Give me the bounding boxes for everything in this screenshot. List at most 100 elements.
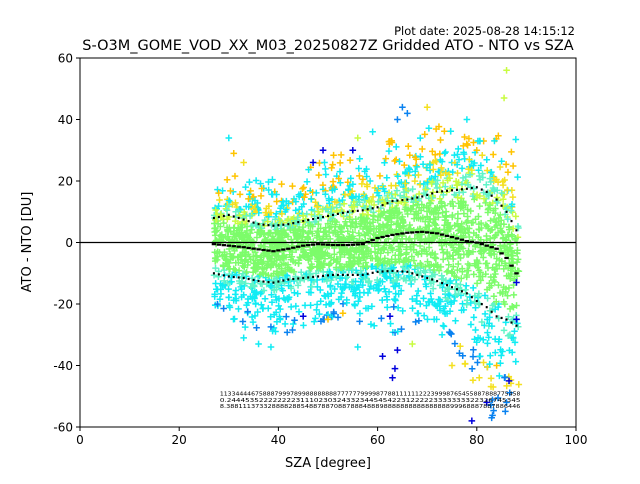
scatter-point (249, 318, 257, 326)
scatter-point (268, 299, 276, 306)
scatter-point (418, 145, 426, 153)
scatter-point (400, 224, 408, 232)
scatter-point (339, 300, 347, 308)
mean-line-segment (395, 233, 400, 236)
mean-line-segment (236, 245, 241, 248)
scatter-point (319, 146, 327, 154)
scatter-point (500, 283, 507, 291)
statistics-lines (80, 186, 576, 327)
scatter-point (394, 172, 402, 180)
scatter-point (309, 223, 316, 230)
scatter-point (412, 162, 420, 169)
lower-std-line-segment (242, 276, 245, 280)
scatter-point (506, 347, 513, 354)
scatter-point (369, 128, 376, 136)
upper-std-line-segment (396, 199, 399, 202)
scatter-point (439, 209, 446, 216)
scatter-point (313, 301, 321, 308)
scatter-point (471, 335, 478, 343)
scatter-point (273, 267, 281, 275)
scatter-point (485, 334, 492, 341)
scatter-point (341, 280, 349, 288)
mean-line-segment (474, 241, 479, 244)
scatter-point (216, 232, 224, 239)
scatter-point (334, 280, 342, 288)
scatter-point (305, 166, 312, 173)
scatter-point (497, 346, 504, 354)
scatter-point (481, 292, 489, 299)
scatter-point (495, 336, 503, 343)
scatter-point (433, 184, 441, 192)
mean-line-segment (494, 247, 499, 250)
lower-std-line-segment (416, 273, 419, 276)
scatter-point (456, 349, 463, 357)
mean-line-segment (429, 231, 435, 234)
scatter-point (411, 262, 419, 270)
mean-line-segment (400, 232, 405, 235)
mean-line-segment (459, 238, 465, 241)
scatter-point (441, 127, 448, 135)
scatter-point (391, 259, 399, 266)
upper-std-line-segment (431, 192, 434, 195)
x-tick-label: 80 (469, 433, 484, 447)
scatter-point (432, 173, 439, 180)
y-tick-label: 60 (58, 51, 73, 65)
x-tick-label: 20 (172, 433, 187, 447)
lower-std-line-segment (257, 279, 260, 283)
scatter-point (491, 234, 498, 241)
scatter-point (317, 298, 325, 305)
scatter-point (459, 352, 467, 360)
scatter-point (457, 281, 464, 288)
upper-std-line-segment (436, 190, 439, 193)
lower-std-line-segment (421, 275, 424, 278)
scatter-point (405, 142, 412, 150)
scatter-point (326, 200, 333, 207)
scatter-point (263, 205, 270, 212)
scatter-point (498, 189, 506, 197)
mean-line-segment (291, 246, 296, 249)
lower-std-line-segment (455, 288, 458, 291)
scatter-point (301, 302, 309, 309)
scatter-point (297, 268, 305, 276)
scatter-point (478, 151, 486, 159)
scatter-point (347, 175, 355, 182)
scatter-point (448, 268, 456, 276)
scatter-point (473, 280, 481, 287)
mean-line-segment (231, 245, 236, 248)
scatter-point (362, 259, 370, 266)
scatter-point (465, 135, 473, 142)
scatter-point (467, 321, 475, 328)
scatter-point (403, 263, 411, 270)
lower-std-line-segment (317, 275, 320, 278)
scatter-point (509, 193, 517, 201)
scatter-point (406, 168, 413, 176)
scatter-point (476, 335, 484, 342)
scatter-point (441, 302, 449, 310)
scatter-point (364, 211, 372, 218)
scatter-point (446, 185, 454, 192)
scatter-point (223, 206, 231, 214)
scatter-point (269, 327, 276, 335)
scatter-point (359, 176, 367, 183)
scatter-point (514, 323, 522, 331)
scatter-point (239, 318, 247, 325)
scatter-point (381, 159, 388, 167)
scatter-point (257, 180, 264, 187)
scatter-point (356, 155, 363, 163)
scatter-point (487, 227, 494, 234)
mean-line-segment (330, 243, 336, 247)
scatter-point (245, 195, 252, 203)
scatter-point (211, 290, 219, 298)
scatter-point (424, 316, 431, 323)
mean-line-segment (469, 240, 475, 243)
scatter-point (257, 192, 265, 200)
scatter-point (429, 148, 436, 155)
scatter-point (392, 143, 400, 151)
lower-std-line-segment (327, 274, 329, 277)
scatter-point (329, 161, 337, 168)
scatter-point (457, 254, 464, 262)
scatter-point (447, 299, 455, 306)
scatter-point (333, 255, 341, 263)
scatter-point (500, 298, 508, 306)
